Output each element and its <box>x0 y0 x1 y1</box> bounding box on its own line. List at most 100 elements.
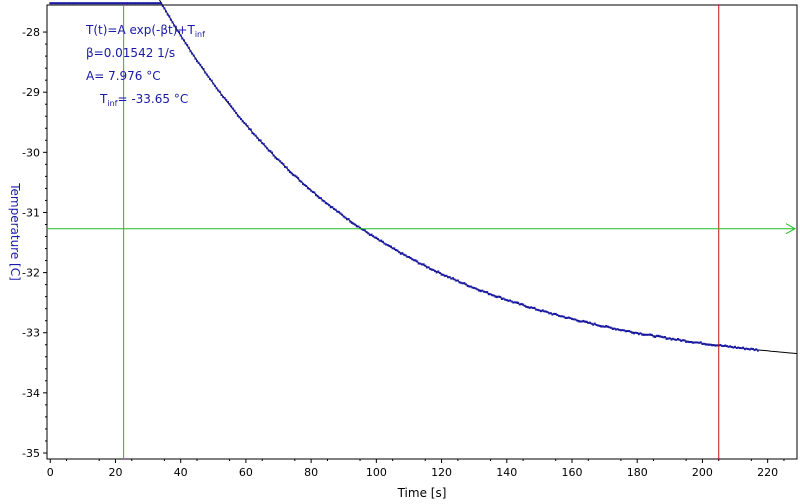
data-point <box>236 114 239 117</box>
data-point <box>259 139 262 142</box>
data-point <box>91 2 94 5</box>
data-point <box>70 2 73 5</box>
data-point <box>279 160 282 163</box>
data-point <box>349 220 352 223</box>
y-tick-label: -30 <box>22 146 40 159</box>
data-point <box>287 169 290 172</box>
data-point <box>305 185 308 187</box>
data-point <box>200 66 203 69</box>
data-point <box>452 277 454 280</box>
data-point <box>67 2 70 5</box>
data-point <box>223 97 226 100</box>
data-point <box>124 2 127 5</box>
data-point <box>169 18 172 21</box>
data-point <box>660 335 663 338</box>
data-point <box>471 286 474 289</box>
data-point <box>231 107 234 110</box>
data-point <box>262 143 265 146</box>
data-point <box>668 337 671 340</box>
data-point <box>554 312 557 315</box>
data-point <box>593 322 596 325</box>
data-point <box>662 336 665 339</box>
data-point <box>424 264 427 267</box>
data-point <box>603 325 606 328</box>
data-point <box>646 333 648 336</box>
data-point <box>487 293 490 296</box>
data-point <box>626 330 629 332</box>
data-point <box>665 337 668 340</box>
data-point <box>613 327 616 330</box>
data-point <box>354 223 357 226</box>
data-point <box>561 315 564 318</box>
data-point <box>65 2 68 5</box>
data-point <box>388 244 391 247</box>
data-point <box>738 347 741 349</box>
data-point <box>494 295 497 298</box>
data-point <box>199 63 202 66</box>
data-point <box>694 341 697 344</box>
data-point <box>416 260 419 263</box>
data-point <box>227 101 229 103</box>
data-point <box>103 2 106 5</box>
data-point <box>324 202 327 205</box>
data-point <box>244 123 247 126</box>
data-point <box>507 299 510 302</box>
data-point <box>258 139 260 142</box>
data-point <box>148 2 151 5</box>
x-tick-label: 100 <box>366 466 387 479</box>
data-point <box>334 208 337 211</box>
data-point <box>228 103 231 106</box>
x-tick-label: 0 <box>47 466 54 479</box>
data-point <box>598 324 601 327</box>
data-point <box>235 111 238 114</box>
data-point <box>458 281 461 284</box>
fit-tinf-subscript: inf <box>107 99 117 108</box>
data-point <box>54 2 57 5</box>
fit-formula-subscript: inf <box>195 30 205 39</box>
data-point <box>678 338 681 341</box>
data-point <box>742 346 745 349</box>
data-point <box>256 136 259 139</box>
data-point <box>222 95 225 98</box>
data-point <box>538 309 541 312</box>
data-point <box>719 344 722 346</box>
data-point <box>140 2 143 5</box>
data-point <box>337 210 340 213</box>
data-point <box>438 272 441 274</box>
data-point <box>156 2 159 5</box>
data-point <box>663 336 666 338</box>
data-point <box>155 2 158 5</box>
data-point <box>145 2 148 5</box>
data-point <box>77 2 79 5</box>
data-point <box>515 301 518 304</box>
data-point <box>264 145 267 148</box>
data-point <box>300 180 303 183</box>
data-point <box>254 134 257 137</box>
data-point <box>347 218 350 221</box>
data-point <box>732 346 735 349</box>
data-point <box>266 147 269 150</box>
data-point <box>306 187 309 190</box>
data-point <box>165 10 167 13</box>
data-point <box>295 175 298 178</box>
data-point <box>168 15 171 18</box>
data-point <box>520 302 523 305</box>
data-point <box>518 303 521 306</box>
data-point <box>178 31 181 34</box>
data-point <box>600 325 603 328</box>
data-point <box>370 233 373 236</box>
data-point <box>605 325 608 327</box>
data-point <box>492 294 495 297</box>
data-point <box>111 2 114 5</box>
data-point <box>331 206 334 209</box>
data-point <box>75 2 78 5</box>
data-point <box>134 2 136 5</box>
data-point <box>248 127 251 130</box>
data-point <box>368 233 371 236</box>
data-point <box>194 57 197 60</box>
data-point <box>714 344 717 347</box>
data-point <box>336 210 339 213</box>
data-point <box>425 266 428 269</box>
data-point <box>297 177 300 180</box>
data-point <box>546 311 549 314</box>
